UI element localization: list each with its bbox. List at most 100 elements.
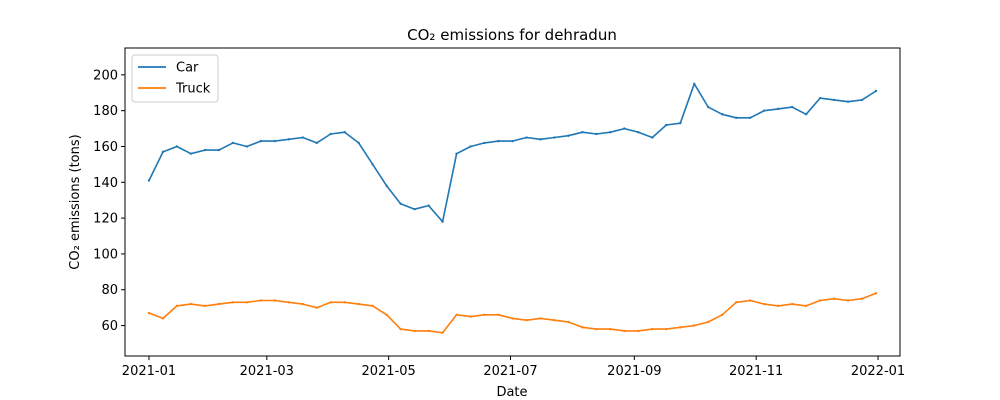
x-tick-label: 2021-07 [483,364,537,379]
data-point [721,113,724,116]
y-axis-label: CO₂ emissions (tons) [68,134,83,269]
data-point [315,306,318,309]
chart-title: CO₂ emissions for dehradun [407,26,617,44]
data-point [804,113,808,116]
data-point [371,304,374,308]
data-point [525,136,528,139]
x-tick-label: 2021-01 [122,364,176,379]
plot-frame [124,47,901,357]
data-point [161,317,165,320]
data-point [469,315,472,318]
y-tick-label: 60 [101,319,118,334]
data-point [427,329,430,333]
data-point [273,299,277,302]
data-point [189,152,193,155]
data-point [567,320,570,324]
data-point [623,127,626,130]
data-point [511,317,514,320]
data-point [427,204,430,207]
data-point [245,145,249,148]
data-point [679,326,682,329]
data-point [455,152,458,155]
data-point [525,318,528,322]
data-point [581,130,584,134]
data-point [413,207,416,211]
data-point [748,299,752,302]
y-tick-label: 140 [93,176,118,191]
data-point [581,326,584,329]
data-point [511,139,514,143]
data-point [776,304,780,308]
data-point [259,139,263,143]
data-point [203,148,207,152]
y-tick-label: 180 [93,104,118,119]
data-point [609,130,612,134]
data-point [790,302,794,306]
x-axis: 2021-01 2021-03 2021-05 2021-07 2021-09 2021-… [122,356,905,379]
data-point [553,136,556,139]
y-tick-label: 120 [93,212,118,227]
data-point [273,139,277,143]
data-point [329,301,332,304]
data-point [539,317,542,320]
data-point [707,105,710,109]
data-point [651,327,654,331]
data-point [245,301,249,304]
data-point [231,141,235,145]
data-point [776,107,780,111]
data-point [203,304,207,308]
data-point [860,297,864,300]
data-point [846,299,850,302]
data-point [259,299,263,302]
data-point [371,163,374,166]
data-point [231,301,235,304]
data-point [469,145,472,148]
data-point [721,313,724,317]
data-point [762,109,766,112]
data-point [287,138,290,141]
data-point [623,329,626,333]
data-point [665,123,668,127]
data-point [147,179,151,182]
data-point [301,302,304,306]
y-tick-label: 100 [93,247,118,262]
legend-label-truck: Truck [175,82,211,97]
legend-label-car: Car [176,61,199,76]
data-point [441,331,444,334]
data-point [748,116,752,120]
data-point [860,98,864,102]
data-point [707,320,710,324]
data-point [637,130,640,134]
data-point [790,105,794,109]
y-tick-label: 160 [93,140,118,155]
data-point [679,122,682,125]
series-line-car [148,83,877,223]
x-tick-label: 2021-11 [729,364,783,379]
data-point [762,302,766,306]
data-point [874,89,878,93]
x-tick-label: 2021-09 [607,364,661,379]
data-point [343,130,346,134]
data-point [357,141,360,145]
y-tick-label: 200 [93,68,118,83]
x-tick-label: 2021-03 [240,364,294,379]
legend: Car Truck [131,54,219,103]
y-axis: 60 80 100 120 140 160 180 200 [93,68,125,334]
series-layer [147,82,878,334]
data-point [399,202,402,205]
series-line-truck [148,292,877,334]
data-point [637,329,640,333]
data-point [483,141,486,145]
x-tick-label: 2022-01 [851,364,905,379]
data-point [497,139,500,143]
data-point [161,150,165,154]
series-points-truck [147,292,878,334]
y-tick-label: 80 [101,283,118,298]
data-point [441,220,444,223]
data-point [301,136,304,139]
data-point [175,145,179,148]
data-point [693,324,696,327]
data-point [818,299,822,302]
data-point [693,82,696,86]
data-point [217,148,221,152]
